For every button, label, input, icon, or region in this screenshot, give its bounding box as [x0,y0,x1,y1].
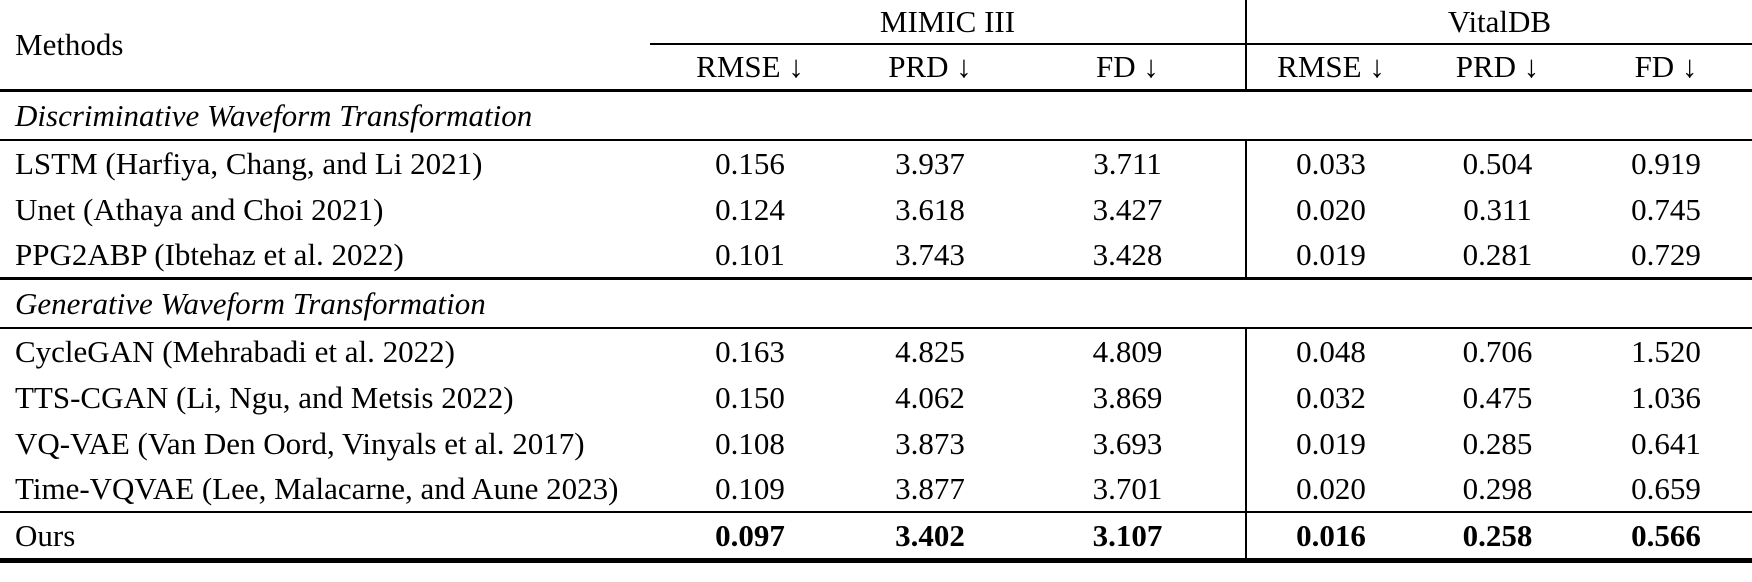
value-cell: 3.402 [850,511,1010,563]
value-cell: 0.016 [1245,511,1415,563]
value-cell: 0.706 [1462,334,1533,369]
method-name-cell: PPG2ABP (Ibtehaz et al. 2022) [15,236,404,272]
value-cell: 0.475 [1462,379,1533,415]
value-cell: 0.101 [715,236,785,272]
value-cell: 0.285 [1462,425,1533,461]
table-row-cyclegan: CycleGAN (Mehrabadi et al. 2022) 0.163 4… [0,328,1752,374]
method-name-cell: LSTM (Harfiya, Chang, and Li 2021) [15,146,483,181]
value-cell: 0.504 [1462,146,1533,181]
table-row-ppg2abp: PPG2ABP (Ibtehaz et al. 2022) 0.101 3.74… [0,232,1752,278]
value-cell: 0.124 [715,191,785,227]
value-cell: 0.033 [1245,140,1415,186]
table-row-vq-vae: VQ-VAE (Van Den Oord, Vinyals et al. 201… [0,420,1752,466]
method-name-cell: Time-VQVAE (Lee, Malacarne, and Aune 202… [15,471,619,506]
value-cell: 4.825 [895,334,965,369]
method-name-cell: Ours [0,511,650,563]
section-label-discriminative: Discriminative Waveform Transformation [0,88,1752,141]
value-cell: 0.156 [715,146,785,181]
results-table: Methods MIMIC III VitalDB RMSE ↓ PRD ↓ F… [0,0,1752,563]
section-header-row: Discriminative Waveform Transformation [0,88,1752,141]
value-cell: 3.428 [1092,236,1163,272]
value-cell: 3.873 [895,425,965,461]
value-cell: 0.019 [1245,420,1415,466]
table-row-lstm: LSTM (Harfiya, Chang, and Li 2021) 0.156… [0,140,1752,186]
metric-header-vitaldb-prd: PRD ↓ [1415,44,1580,92]
value-cell: 4.809 [1092,334,1163,369]
value-cell: 0.311 [1463,191,1532,227]
value-cell: 0.109 [715,471,785,506]
value-cell: 0.020 [1245,466,1415,512]
group-header-mimic-iii: MIMIC III [650,0,1246,45]
value-cell: 0.048 [1245,328,1415,374]
metric-header-mimic-prd: PRD ↓ [850,44,1010,92]
value-cell: 0.020 [1245,186,1415,232]
value-cell: 3.618 [895,191,965,227]
value-cell: 0.729 [1631,236,1701,272]
method-name-cell: CycleGAN (Mehrabadi et al. 2022) [15,334,455,369]
table-row-unet: Unet (Athaya and Choi 2021) 0.124 3.618 … [0,186,1752,232]
value-cell: 3.937 [895,146,965,181]
group-header-vitaldb: VitalDB [1244,0,1752,45]
section-label-generative: Generative Waveform Transformation [0,276,1752,329]
metric-header-vitaldb-rmse: RMSE ↓ [1245,44,1415,92]
method-name-cell: Unet (Athaya and Choi 2021) [15,191,384,227]
value-cell: 1.520 [1631,334,1701,369]
value-cell: 0.298 [1462,471,1533,506]
metric-header-vitaldb-fd: FD ↓ [1580,44,1752,92]
value-cell: 0.745 [1631,191,1701,227]
value-cell: 0.163 [715,334,785,369]
method-name-cell: TTS-CGAN (Li, Ngu, and Metsis 2022) [15,379,514,415]
value-cell: 0.019 [1245,232,1415,278]
value-cell: 0.641 [1631,425,1701,461]
value-cell: 3.107 [1010,511,1246,563]
value-cell: 3.743 [895,236,965,272]
value-cell: 0.919 [1631,146,1701,181]
value-cell: 0.097 [650,511,850,563]
table-row-tts-cgan: TTS-CGAN (Li, Ngu, and Metsis 2022) 0.15… [0,374,1752,420]
value-cell: 0.281 [1462,236,1533,272]
value-cell: 3.701 [1092,471,1163,506]
value-cell: 3.693 [1092,425,1163,461]
value-cell: 0.566 [1580,511,1752,563]
group-header-row: Methods MIMIC III VitalDB [0,0,1752,92]
value-cell: 0.150 [715,379,785,415]
metric-header-row: RMSE ↓ PRD ↓ FD ↓ RMSE ↓ PRD ↓ FD ↓ [0,44,1752,92]
metric-header-mimic-fd: FD ↓ [1010,44,1246,92]
value-cell: 0.108 [715,425,785,461]
metric-header-mimic-rmse: RMSE ↓ [650,44,850,92]
method-name-cell: VQ-VAE (Van Den Oord, Vinyals et al. 201… [15,425,585,461]
value-cell: 3.711 [1093,146,1162,181]
section-header-row: Generative Waveform Transformation [0,276,1752,329]
value-cell: 3.877 [895,471,965,506]
methods-column-header: Methods [0,0,650,92]
table-row-time-vqvae: Time-VQVAE (Lee, Malacarne, and Aune 202… [0,466,1752,512]
value-cell: 3.869 [1092,379,1163,415]
table-row-ours: Ours 0.097 3.402 3.107 0.016 0.258 0.566 [0,511,1752,563]
value-cell: 0.659 [1631,471,1701,506]
value-cell: 1.036 [1631,379,1701,415]
value-cell: 0.032 [1245,374,1415,420]
value-cell: 4.062 [895,379,965,415]
value-cell: 3.427 [1092,191,1163,227]
value-cell: 0.258 [1415,511,1580,563]
